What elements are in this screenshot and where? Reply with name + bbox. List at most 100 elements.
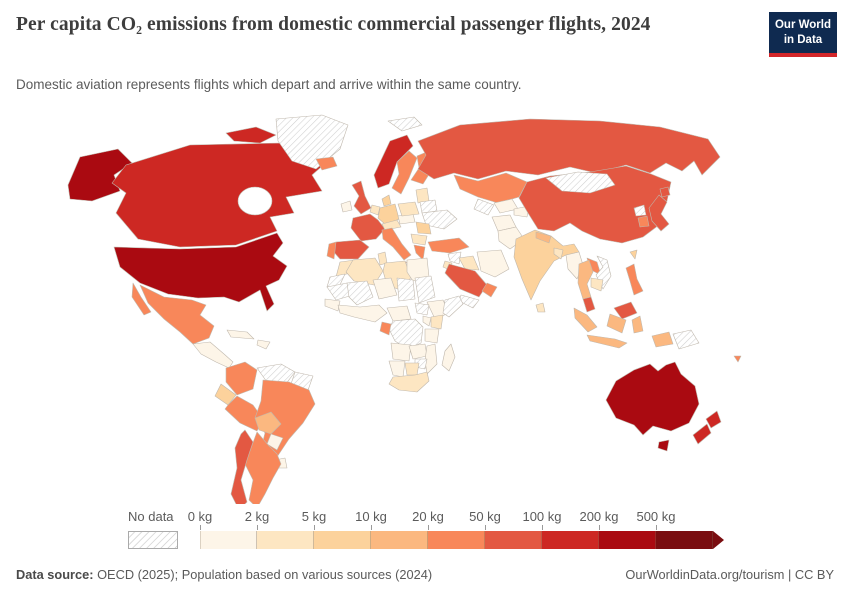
country-iran[interactable] bbox=[476, 249, 510, 278]
country-turkmenistan[interactable] bbox=[473, 198, 495, 216]
country-botswana[interactable] bbox=[404, 362, 420, 376]
country-somalia[interactable] bbox=[442, 295, 464, 318]
country-indonesia-sumatra[interactable] bbox=[573, 307, 598, 333]
country-japan-hokkaido[interactable] bbox=[659, 186, 671, 198]
country-iraq[interactable] bbox=[458, 255, 480, 271]
legend-segment-10-20kg[interactable] bbox=[371, 531, 428, 549]
country-saudi-arabia[interactable] bbox=[444, 263, 488, 298]
owid-logo[interactable]: Our World in Data bbox=[769, 12, 837, 57]
country-bangladesh[interactable] bbox=[553, 247, 564, 260]
country-ireland[interactable] bbox=[340, 200, 353, 213]
country-guatemala[interactable] bbox=[192, 341, 234, 369]
country-new-zealand-south[interactable] bbox=[692, 423, 712, 445]
country-indonesia-borneo[interactable] bbox=[606, 313, 627, 334]
country-south-africa[interactable] bbox=[388, 371, 430, 393]
country-russia[interactable] bbox=[417, 118, 721, 180]
country-netherlands[interactable] bbox=[369, 204, 381, 216]
country-australia-tasmania[interactable] bbox=[657, 439, 670, 452]
country-denmark[interactable] bbox=[381, 194, 392, 207]
country-sri-lanka[interactable] bbox=[535, 302, 546, 313]
country-niger[interactable] bbox=[372, 277, 398, 300]
country-zambia[interactable] bbox=[408, 343, 428, 360]
country-iceland[interactable] bbox=[315, 156, 338, 171]
country-papua-new-guinea[interactable] bbox=[672, 329, 700, 350]
owid-url-license[interactable]: OurWorldinData.org/tourism | CC BY bbox=[625, 567, 834, 582]
legend-segment-2-5kg[interactable] bbox=[257, 531, 314, 549]
country-mexico[interactable] bbox=[139, 284, 215, 345]
country-france[interactable] bbox=[350, 213, 386, 242]
country-canada-arctic-1[interactable] bbox=[225, 126, 277, 144]
country-sweden[interactable] bbox=[391, 150, 418, 195]
country-italy[interactable] bbox=[381, 227, 412, 261]
country-austria[interactable] bbox=[381, 219, 402, 231]
legend-segment-500kg[interactable] bbox=[656, 531, 713, 549]
country-uganda[interactable] bbox=[422, 315, 432, 327]
country-fiji[interactable] bbox=[733, 355, 742, 363]
country-philippines[interactable] bbox=[625, 263, 644, 296]
country-kazakhstan[interactable] bbox=[453, 172, 528, 204]
country-united-states-alaska[interactable] bbox=[67, 148, 133, 202]
country-senegal[interactable] bbox=[324, 298, 341, 312]
country-indonesia-papua[interactable] bbox=[651, 331, 674, 348]
legend-no-data-swatch[interactable] bbox=[128, 531, 178, 549]
country-paraguay[interactable] bbox=[266, 433, 284, 451]
country-chile[interactable] bbox=[230, 429, 254, 504]
country-bulgaria[interactable] bbox=[410, 233, 428, 246]
country-romania[interactable] bbox=[415, 221, 432, 235]
country-united-states[interactable] bbox=[113, 232, 288, 312]
country-mongolia[interactable] bbox=[545, 171, 616, 194]
country-oman[interactable] bbox=[481, 282, 498, 298]
country-thailand[interactable] bbox=[577, 259, 594, 300]
legend-segment-200-500kg[interactable] bbox=[599, 531, 656, 549]
country-angola[interactable] bbox=[390, 342, 412, 362]
country-south-sudan[interactable] bbox=[414, 302, 430, 316]
country-cambodia[interactable] bbox=[590, 277, 604, 292]
country-chad[interactable] bbox=[396, 277, 416, 302]
country-taiwan[interactable] bbox=[629, 249, 638, 260]
country-spain[interactable] bbox=[331, 239, 370, 260]
country-japan[interactable] bbox=[648, 194, 670, 232]
country-mozambique[interactable] bbox=[424, 343, 438, 375]
country-portugal[interactable] bbox=[326, 241, 337, 260]
country-mali[interactable] bbox=[346, 280, 374, 306]
country-sudan[interactable] bbox=[414, 275, 436, 304]
country-tanzania[interactable] bbox=[424, 328, 440, 344]
country-gabon[interactable] bbox=[379, 321, 392, 336]
country-syria[interactable] bbox=[447, 251, 462, 265]
legend-segment-20-50kg[interactable] bbox=[428, 531, 485, 549]
country-united-kingdom[interactable] bbox=[351, 180, 372, 215]
legend-segment-5-10kg[interactable] bbox=[314, 531, 371, 549]
legend-segment-50-100kg[interactable] bbox=[485, 531, 542, 549]
country-nigeria[interactable] bbox=[337, 304, 388, 323]
country-svalbard[interactable] bbox=[387, 116, 423, 132]
country-madagascar[interactable] bbox=[441, 343, 456, 372]
country-haiti[interactable] bbox=[256, 339, 271, 350]
country-mexico-baja[interactable] bbox=[131, 282, 152, 316]
country-greece[interactable] bbox=[413, 244, 426, 261]
country-turkey[interactable] bbox=[427, 237, 470, 254]
country-algeria[interactable] bbox=[345, 257, 384, 286]
country-kenya[interactable] bbox=[430, 314, 444, 330]
country-colombia[interactable] bbox=[225, 361, 258, 396]
country-belarus[interactable] bbox=[419, 199, 438, 214]
country-cameroon[interactable] bbox=[386, 305, 412, 322]
country-nepal[interactable] bbox=[535, 231, 552, 244]
country-south-korea[interactable] bbox=[637, 215, 650, 228]
country-bolivia[interactable] bbox=[254, 411, 282, 435]
country-indonesia-sulawesi[interactable] bbox=[631, 315, 644, 334]
country-norway[interactable] bbox=[373, 134, 414, 189]
country-venezuela[interactable] bbox=[256, 363, 296, 386]
country-ukraine[interactable] bbox=[421, 209, 458, 230]
country-australia[interactable] bbox=[605, 361, 700, 436]
legend-segment-100-200kg[interactable] bbox=[542, 531, 599, 549]
country-lithuania[interactable] bbox=[415, 187, 430, 204]
legend-segment-0-2kg[interactable] bbox=[200, 531, 257, 549]
country-namibia[interactable] bbox=[388, 360, 406, 378]
country-malaysia-borneo[interactable] bbox=[613, 301, 638, 320]
country-indonesia-java[interactable] bbox=[586, 334, 628, 349]
country-new-zealand-north[interactable] bbox=[705, 410, 722, 429]
country-malaysia-peninsula[interactable] bbox=[582, 296, 596, 313]
country-north-korea[interactable] bbox=[633, 204, 647, 217]
country-poland[interactable] bbox=[397, 201, 420, 217]
country-cuba[interactable] bbox=[226, 329, 255, 340]
